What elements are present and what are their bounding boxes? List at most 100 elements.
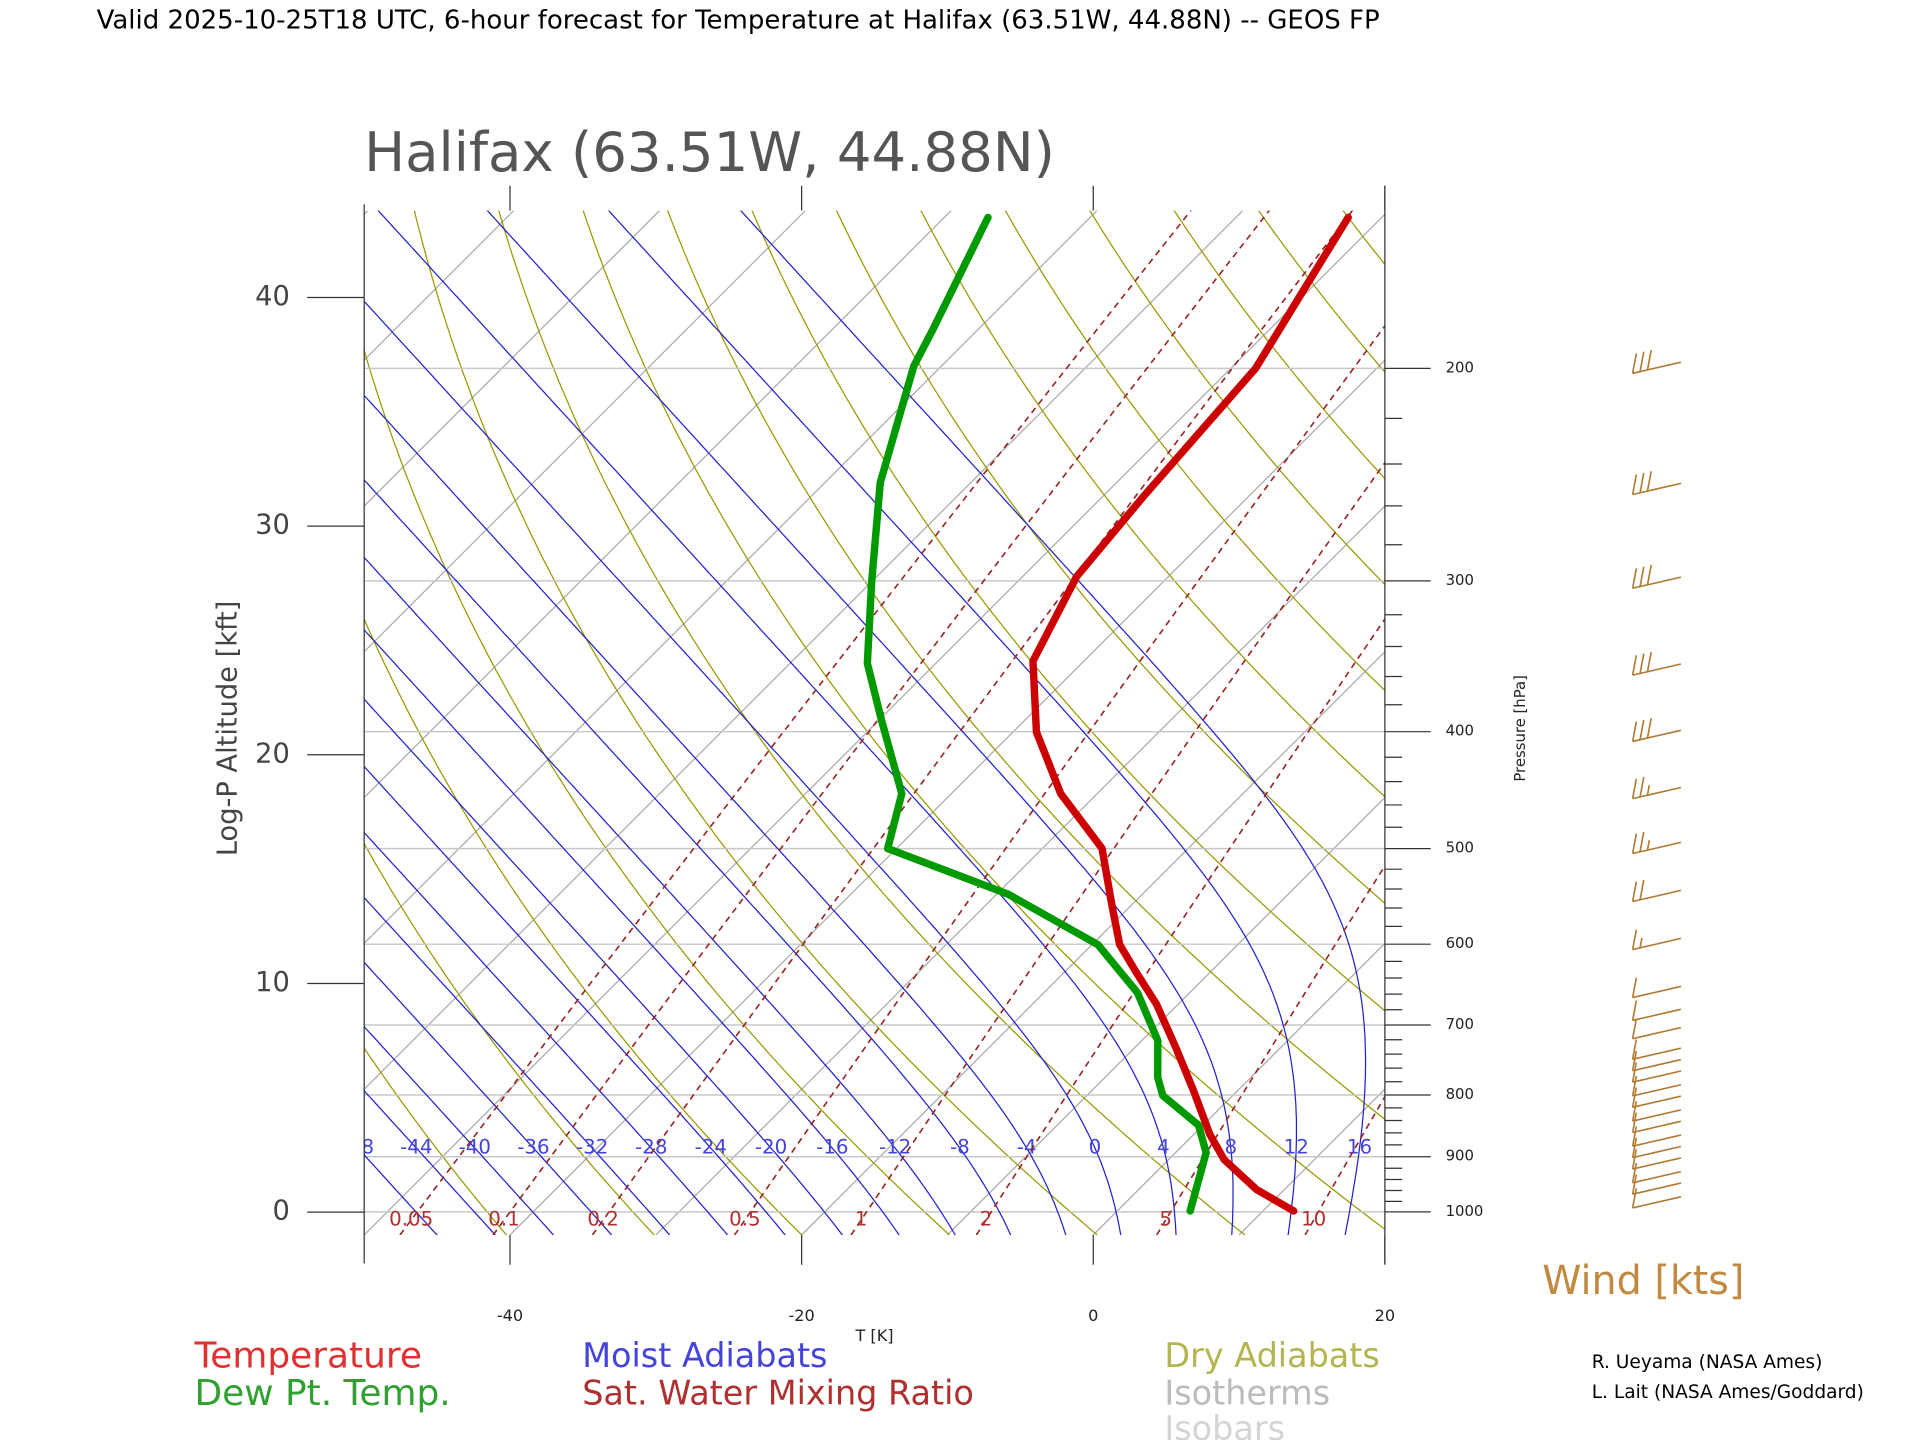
barb-feather — [1631, 1039, 1638, 1060]
barb-staff — [1632, 1157, 1682, 1170]
moist-adiabat — [364, 698, 844, 1235]
barb-staff — [1632, 1058, 1682, 1072]
barb-staff — [1632, 1134, 1682, 1147]
barb-staff — [1632, 1026, 1682, 1040]
y2-tick-label: 700 — [1446, 1015, 1474, 1033]
moist-adiabat-label: -40 — [459, 1136, 491, 1159]
dry-adiabat — [364, 1047, 507, 1235]
moist-adiabat — [607, 210, 1298, 1235]
wind-barb — [1631, 1137, 1682, 1159]
moist-adiabat — [739, 210, 1367, 1235]
wind-barb — [1631, 1062, 1682, 1083]
wind-barb — [1631, 977, 1682, 999]
moist-adiabat-label: -8 — [950, 1136, 970, 1159]
dry-adiabat — [364, 842, 655, 1235]
moist-adiabat — [364, 896, 671, 1235]
legend-moist-adiabats: Moist Adiabats — [582, 1336, 827, 1375]
wind-barb — [1631, 1162, 1682, 1184]
moist-adiabat-label: -36 — [517, 1136, 549, 1159]
dry-adiabat — [364, 617, 803, 1235]
wind-barb — [1631, 1087, 1682, 1109]
wind-barb — [1631, 471, 1682, 496]
y-tick-label: 0 — [273, 1196, 290, 1227]
barb-feather — [1646, 564, 1652, 585]
y2-tick-label: 200 — [1446, 358, 1474, 376]
moist-adiabat-label: 12 — [1284, 1136, 1309, 1159]
isotherm — [655, 505, 1385, 1235]
moist-adiabat — [364, 629, 900, 1235]
wind-barb — [1631, 564, 1682, 590]
barb-feather — [1639, 472, 1645, 493]
x-axis-label: T [K] — [854, 1326, 893, 1345]
barb-staff — [1632, 1008, 1682, 1022]
barb-feather — [1639, 879, 1645, 900]
barb-feather — [1631, 1126, 1638, 1147]
mixing-ratio-line — [399, 210, 1192, 1235]
mixing-ratio-label: 0.05 — [389, 1208, 433, 1231]
wind-barb — [1631, 718, 1682, 743]
barb-feather — [1639, 719, 1645, 740]
moist-adiabat-label: -32 — [576, 1136, 608, 1159]
barb-staff — [1632, 1070, 1682, 1083]
barb-feather — [1639, 351, 1645, 372]
isotherm — [1092, 942, 1385, 1235]
mixing-ratio-line — [591, 210, 1354, 1235]
moist-adiabat — [364, 556, 956, 1235]
wind-barb — [1631, 1126, 1682, 1147]
y2-tick-label: 500 — [1446, 839, 1474, 857]
moist-adiabat-label: -44 — [400, 1136, 432, 1159]
isotherm — [364, 210, 952, 799]
barb-feather — [1631, 1087, 1638, 1108]
legend-temperature: Temperature — [193, 1336, 421, 1377]
wind-barb — [1631, 776, 1682, 800]
barb-half-feather — [1639, 937, 1643, 948]
moist-adiabat-label: 8 — [1225, 1136, 1238, 1159]
wind-barb — [1631, 879, 1682, 903]
isotherm — [946, 796, 1385, 1235]
mixing-ratio-label: 0.2 — [587, 1208, 618, 1231]
isotherm — [364, 210, 1244, 1091]
y-tick-label: 30 — [255, 510, 290, 541]
barb-feather — [1631, 1187, 1638, 1209]
moist-adiabat-label: -12 — [879, 1136, 911, 1159]
barb-feather — [1631, 1050, 1638, 1071]
legend-isotherms: Isotherms — [1164, 1373, 1330, 1412]
moist-adiabat — [364, 831, 729, 1235]
moist-adiabat — [364, 1025, 555, 1235]
mixing-ratio-line — [492, 210, 1271, 1235]
mixing-ratio-label: 0.1 — [488, 1208, 519, 1231]
wind-barb — [1631, 1174, 1682, 1196]
barb-feather — [1639, 653, 1645, 674]
moist-adiabat-label: 16 — [1347, 1136, 1372, 1159]
moist-adiabat — [364, 394, 1067, 1235]
dry-adiabat — [920, 210, 1385, 798]
barb-feather — [1631, 929, 1638, 950]
moist-adiabat-label: -16 — [816, 1136, 848, 1159]
barb-feather — [1631, 568, 1638, 589]
wind-barb — [1631, 1149, 1682, 1170]
barb-half-feather — [1646, 785, 1651, 796]
barb-feather — [1631, 977, 1638, 998]
barb-feather — [1646, 651, 1652, 672]
barb-staff — [1632, 1120, 1682, 1134]
isotherm — [364, 210, 1098, 945]
mixing-ratio-line — [850, 461, 1385, 1235]
credit: R. Ueyama (NASA Ames) — [1592, 1352, 1823, 1373]
moist-adiabat — [364, 300, 1122, 1235]
barb-staff — [1632, 985, 1682, 999]
moist-adiabat-label: -20 — [755, 1136, 787, 1159]
barb-staff — [1632, 1109, 1682, 1122]
wind-barb — [1631, 1187, 1682, 1209]
wind-barb — [1631, 1075, 1682, 1097]
barb-feather — [1631, 353, 1638, 374]
wind-barb — [1631, 1000, 1682, 1022]
barb-feather — [1639, 566, 1645, 587]
y2-tick-label: 300 — [1446, 571, 1474, 589]
moist-adiabat — [364, 479, 1012, 1235]
dry-adiabat — [1089, 210, 1385, 586]
barb-feather — [1631, 833, 1638, 854]
wind-barb — [1631, 1018, 1682, 1040]
